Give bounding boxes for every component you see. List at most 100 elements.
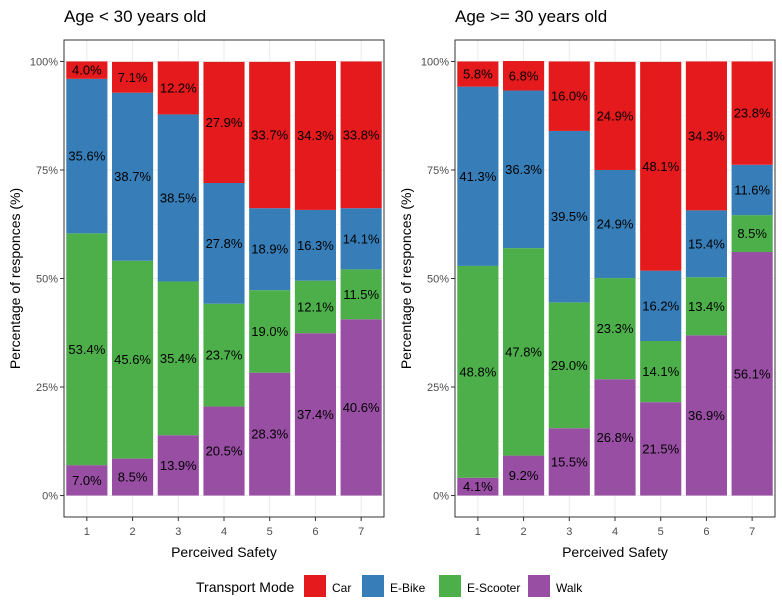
bar-escooter-4 — [594, 278, 636, 380]
bar-car-4 — [594, 61, 636, 170]
bar-escooter-7 — [340, 269, 382, 320]
panel-title: Age < 30 years old — [64, 7, 206, 26]
bar-walk-1 — [66, 465, 108, 496]
bar-car-6 — [294, 61, 336, 210]
y-tick-label: 75% — [36, 165, 58, 177]
data-label: 27.8% — [206, 236, 243, 251]
bar-car-3 — [548, 61, 590, 131]
bar-ebike-6 — [685, 210, 727, 278]
bar-car-5 — [640, 61, 682, 271]
legend-title: Transport Mode — [196, 579, 295, 595]
data-label: 12.1% — [297, 299, 334, 314]
x-tick-label: 6 — [312, 526, 318, 538]
bar-walk-3 — [157, 435, 199, 496]
data-label: 39.5% — [551, 209, 588, 224]
data-label: 38.7% — [114, 169, 151, 184]
bar-escooter-3 — [157, 281, 199, 436]
legend-swatch-ebike — [362, 575, 384, 597]
y-tick-label: 0% — [433, 491, 449, 503]
data-label: 21.5% — [642, 441, 679, 456]
data-label: 35.4% — [160, 351, 197, 366]
x-tick-label: 3 — [566, 526, 572, 538]
bar-ebike-2 — [112, 92, 154, 261]
data-label: 23.3% — [597, 321, 634, 336]
data-label: 56.1% — [734, 366, 771, 381]
y-tick-label: 25% — [427, 382, 449, 394]
y-tick-label: 75% — [427, 165, 449, 177]
data-label: 4.1% — [463, 479, 493, 494]
bar-walk-6 — [294, 333, 336, 496]
data-label: 28.3% — [251, 427, 288, 442]
x-tick-label: 1 — [84, 526, 90, 538]
bar-ebike-1 — [66, 78, 108, 234]
x-tick-label: 2 — [130, 526, 136, 538]
legend-label-car: Car — [332, 581, 351, 595]
data-label: 5.8% — [463, 67, 493, 82]
legend-label-escooter: E-Scooter — [467, 581, 520, 595]
bar-walk-1 — [457, 477, 499, 496]
x-tick-label: 6 — [703, 526, 709, 538]
data-label: 36.3% — [505, 162, 542, 177]
bar-walk-4 — [594, 379, 636, 496]
bar-ebike-6 — [294, 209, 336, 281]
panel-title: Age >= 30 years old — [455, 7, 607, 26]
bar-car-7 — [340, 61, 382, 209]
x-axis-title: Perceived Safety — [171, 544, 277, 560]
x-tick-label: 3 — [175, 526, 181, 538]
y-tick-label: 50% — [427, 274, 449, 286]
bar-ebike-3 — [548, 130, 590, 303]
data-label: 24.9% — [597, 217, 634, 232]
bar-walk-6 — [685, 335, 727, 496]
data-label: 33.7% — [251, 128, 288, 143]
bar-ebike-3 — [157, 114, 199, 282]
data-label: 16.3% — [297, 238, 334, 253]
bar-car-2 — [503, 61, 545, 91]
bar-walk-2 — [503, 455, 545, 496]
bar-escooter-5 — [249, 290, 291, 373]
bar-car-6 — [685, 61, 727, 211]
x-tick-label: 7 — [358, 526, 364, 538]
bar-ebike-4 — [203, 183, 245, 304]
data-label: 35.6% — [68, 149, 105, 164]
data-label: 47.8% — [505, 344, 542, 359]
bar-escooter-6 — [294, 280, 336, 334]
data-label: 53.4% — [68, 342, 105, 357]
x-tick-label: 4 — [612, 526, 618, 538]
data-label: 18.9% — [251, 242, 288, 257]
data-label: 34.3% — [688, 128, 725, 143]
bar-ebike-5 — [640, 270, 682, 342]
bar-car-5 — [249, 61, 291, 209]
data-label: 6.8% — [509, 68, 539, 83]
data-label: 16.0% — [551, 89, 588, 104]
bar-escooter-1 — [457, 265, 499, 478]
bar-walk-5 — [249, 372, 291, 496]
bar-ebike-7 — [340, 208, 382, 270]
bar-car-4 — [203, 61, 245, 184]
x-tick-label: 2 — [521, 526, 527, 538]
legend-swatch-escooter — [439, 575, 461, 597]
data-label: 34.3% — [297, 128, 334, 143]
x-tick-label: 4 — [221, 526, 227, 538]
data-label: 19.0% — [251, 324, 288, 339]
bar-car-2 — [112, 61, 154, 93]
bar-walk-5 — [640, 402, 682, 496]
y-tick-label: 100% — [421, 56, 449, 68]
x-tick-label: 7 — [749, 526, 755, 538]
legend-label-ebike: E-Bike — [390, 581, 426, 595]
data-label: 38.5% — [160, 190, 197, 205]
x-tick-label: 5 — [267, 526, 273, 538]
data-label: 29.0% — [551, 358, 588, 373]
bar-escooter-6 — [685, 277, 727, 336]
y-tick-label: 100% — [30, 56, 58, 68]
x-axis-title: Perceived Safety — [562, 544, 668, 560]
bar-car-1 — [457, 61, 499, 87]
y-tick-label: 0% — [42, 491, 58, 503]
data-label: 9.2% — [509, 468, 539, 483]
legend-label-walk: Walk — [556, 581, 583, 595]
bar-escooter-1 — [66, 233, 108, 466]
data-label: 16.2% — [642, 298, 679, 313]
data-label: 7.0% — [72, 473, 102, 488]
bar-escooter-2 — [112, 260, 154, 459]
bar-car-1 — [66, 61, 108, 79]
